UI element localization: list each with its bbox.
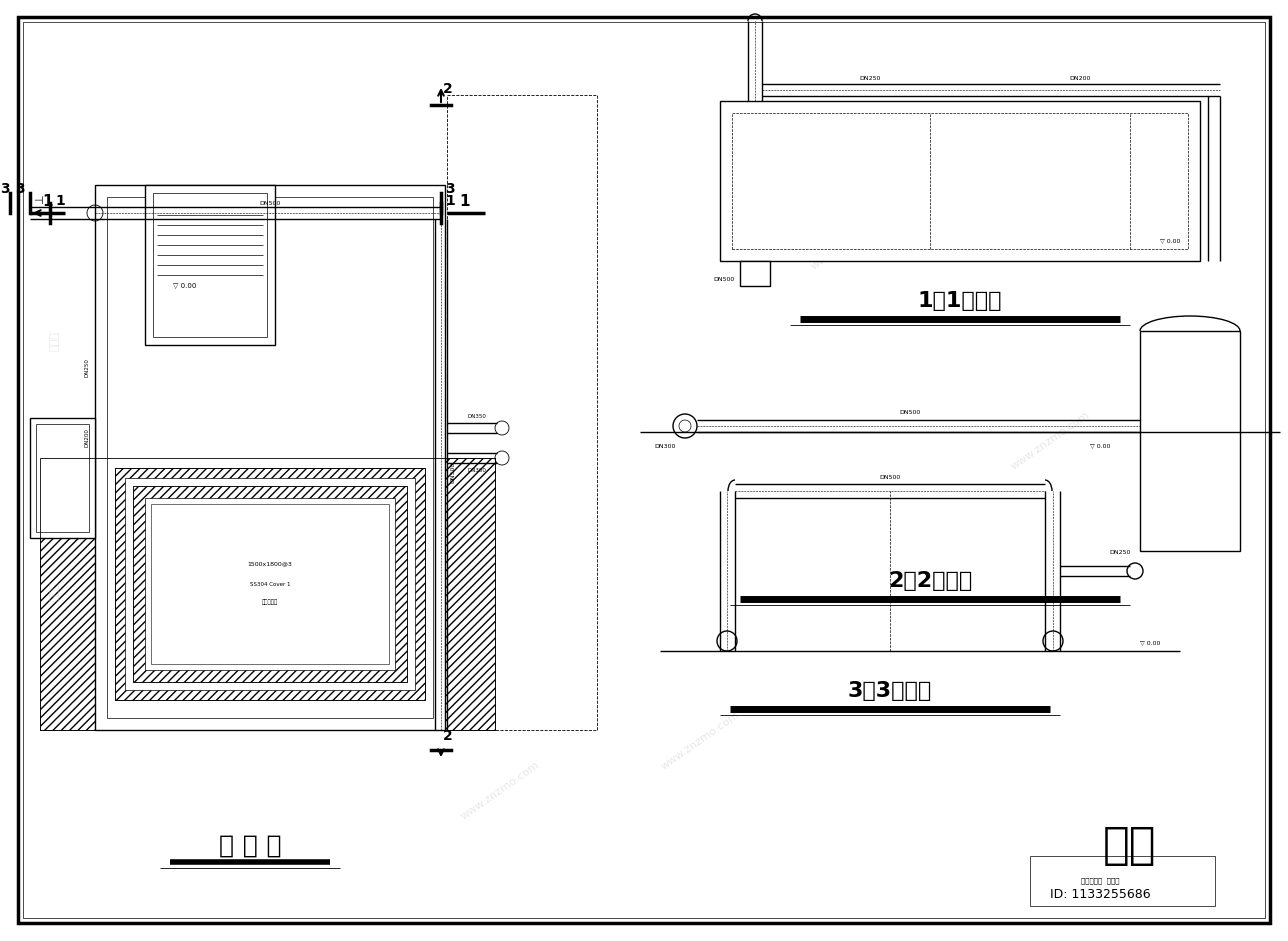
Text: www.znzmo.com: www.znzmo.com <box>809 210 891 272</box>
Text: 1－1剖面图: 1－1剖面图 <box>918 291 1002 311</box>
Bar <box>732 113 1188 249</box>
Text: 2: 2 <box>443 729 453 743</box>
Bar <box>146 498 395 670</box>
Text: ▽ 0.00: ▽ 0.00 <box>174 282 197 288</box>
Bar <box>153 193 267 337</box>
Text: ▽ 0.00: ▽ 0.00 <box>1140 641 1160 646</box>
Bar <box>40 458 495 730</box>
Text: DN500: DN500 <box>899 409 921 414</box>
Text: ⊣: ⊣ <box>33 196 43 206</box>
Text: 3: 3 <box>444 182 455 196</box>
Bar <box>36 424 89 532</box>
Text: 1: 1 <box>43 194 53 209</box>
Bar <box>40 458 495 730</box>
Text: 知末网: 知末网 <box>50 331 61 351</box>
Text: DN250: DN250 <box>85 359 89 377</box>
Bar <box>146 185 276 345</box>
Bar <box>115 468 425 700</box>
Text: 1500x1800@3: 1500x1800@3 <box>247 562 292 566</box>
Text: 3: 3 <box>0 182 10 196</box>
Bar <box>1030 856 1215 906</box>
Text: www.znzmo.com: www.znzmo.com <box>1009 410 1091 472</box>
Text: DN500: DN500 <box>714 277 735 281</box>
Text: DN350: DN350 <box>468 413 487 419</box>
Text: DN200: DN200 <box>85 428 89 447</box>
Text: www.znzmo.com: www.znzmo.com <box>158 610 241 672</box>
Text: DN500: DN500 <box>451 461 456 483</box>
Text: 知末网: 知末网 <box>50 581 61 601</box>
Bar <box>115 468 425 700</box>
Text: DN300: DN300 <box>468 468 487 472</box>
Text: 1: 1 <box>460 194 470 209</box>
Bar <box>151 504 389 664</box>
Bar <box>30 418 95 538</box>
Text: ID: 1133255686: ID: 1133255686 <box>1050 887 1150 901</box>
Text: 3: 3 <box>15 182 24 196</box>
Bar <box>1140 331 1240 551</box>
Text: 3－3剖面图: 3－3剖面图 <box>848 681 933 701</box>
Text: 平 面 图: 平 面 图 <box>219 834 281 858</box>
Text: www.znzmo.com: www.znzmo.com <box>459 760 541 821</box>
Text: 1: 1 <box>55 194 64 208</box>
Text: 1: 1 <box>444 194 455 208</box>
Text: 填料床面图: 填料床面图 <box>261 599 278 605</box>
Text: www.znzmo.com: www.znzmo.com <box>158 210 241 272</box>
Text: DN500: DN500 <box>880 474 900 480</box>
Bar <box>447 95 598 730</box>
Bar <box>720 101 1200 261</box>
Bar <box>133 486 407 682</box>
Bar <box>741 261 770 286</box>
Text: 2: 2 <box>443 82 453 96</box>
Bar <box>107 197 433 718</box>
Text: DN250: DN250 <box>859 75 881 81</box>
Bar <box>95 185 444 730</box>
Text: www.znzmo.com: www.znzmo.com <box>658 710 741 772</box>
Text: DN300: DN300 <box>654 443 676 449</box>
Bar <box>125 478 415 690</box>
Text: DN250: DN250 <box>1109 550 1131 555</box>
Text: www.znzmo.com: www.znzmo.com <box>359 360 442 422</box>
Text: 知末: 知末 <box>1104 824 1157 868</box>
Text: ▽ 0.00: ▽ 0.00 <box>1090 443 1110 449</box>
Text: DN500: DN500 <box>259 200 281 205</box>
Text: 2－2剖面图: 2－2剖面图 <box>887 571 972 591</box>
Text: www.znzmo.com: www.znzmo.com <box>1059 160 1141 222</box>
Text: ▽ 0.00: ▽ 0.00 <box>1159 238 1180 244</box>
Text: 主题真享受  平面图: 主题真享受 平面图 <box>1081 878 1119 885</box>
Bar <box>133 486 407 682</box>
Text: SS304 Cover 1: SS304 Cover 1 <box>250 582 290 586</box>
Text: DN200: DN200 <box>1069 75 1091 81</box>
